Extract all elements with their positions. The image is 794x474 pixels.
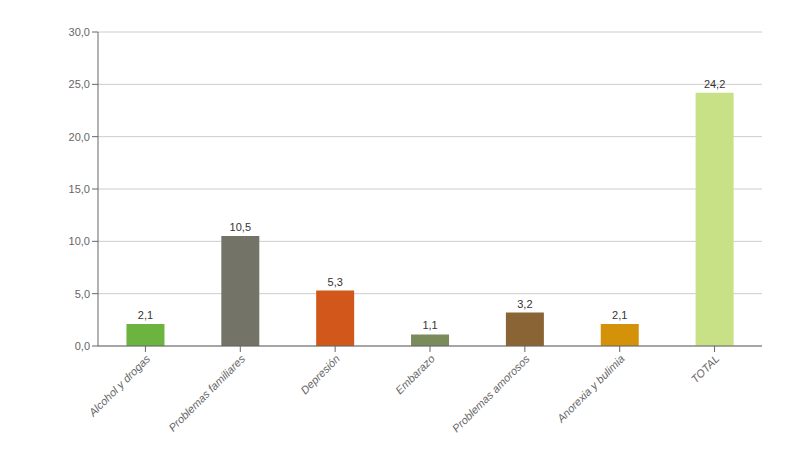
svg-text:Alcohol y drogas: Alcohol y drogas xyxy=(86,352,153,419)
svg-text:10,5: 10,5 xyxy=(230,221,251,233)
svg-text:15,0: 15,0 xyxy=(69,183,90,195)
svg-text:0,0: 0,0 xyxy=(75,340,90,352)
svg-text:5,3: 5,3 xyxy=(328,276,343,288)
svg-text:24,2: 24,2 xyxy=(704,78,725,90)
svg-text:10,0: 10,0 xyxy=(69,235,90,247)
svg-text:3,2: 3,2 xyxy=(517,298,532,310)
svg-text:Anorexia y bulimia: Anorexia y bulimia xyxy=(554,352,627,425)
svg-text:Embarazo: Embarazo xyxy=(393,352,437,396)
svg-text:20,0: 20,0 xyxy=(69,131,90,143)
svg-text:Problemas familiares: Problemas familiares xyxy=(166,352,247,433)
svg-text:2,1: 2,1 xyxy=(612,309,627,321)
svg-text:Depresión: Depresión xyxy=(298,352,342,396)
svg-text:25,0: 25,0 xyxy=(69,78,90,90)
svg-text:1,1: 1,1 xyxy=(422,319,437,331)
svg-text:TOTAL: TOTAL xyxy=(689,352,722,385)
svg-text:2,1: 2,1 xyxy=(138,309,153,321)
svg-text:30,0: 30,0 xyxy=(69,26,90,38)
svg-text:Problemas amorosos: Problemas amorosos xyxy=(450,352,532,434)
svg-text:5,0: 5,0 xyxy=(75,288,90,300)
